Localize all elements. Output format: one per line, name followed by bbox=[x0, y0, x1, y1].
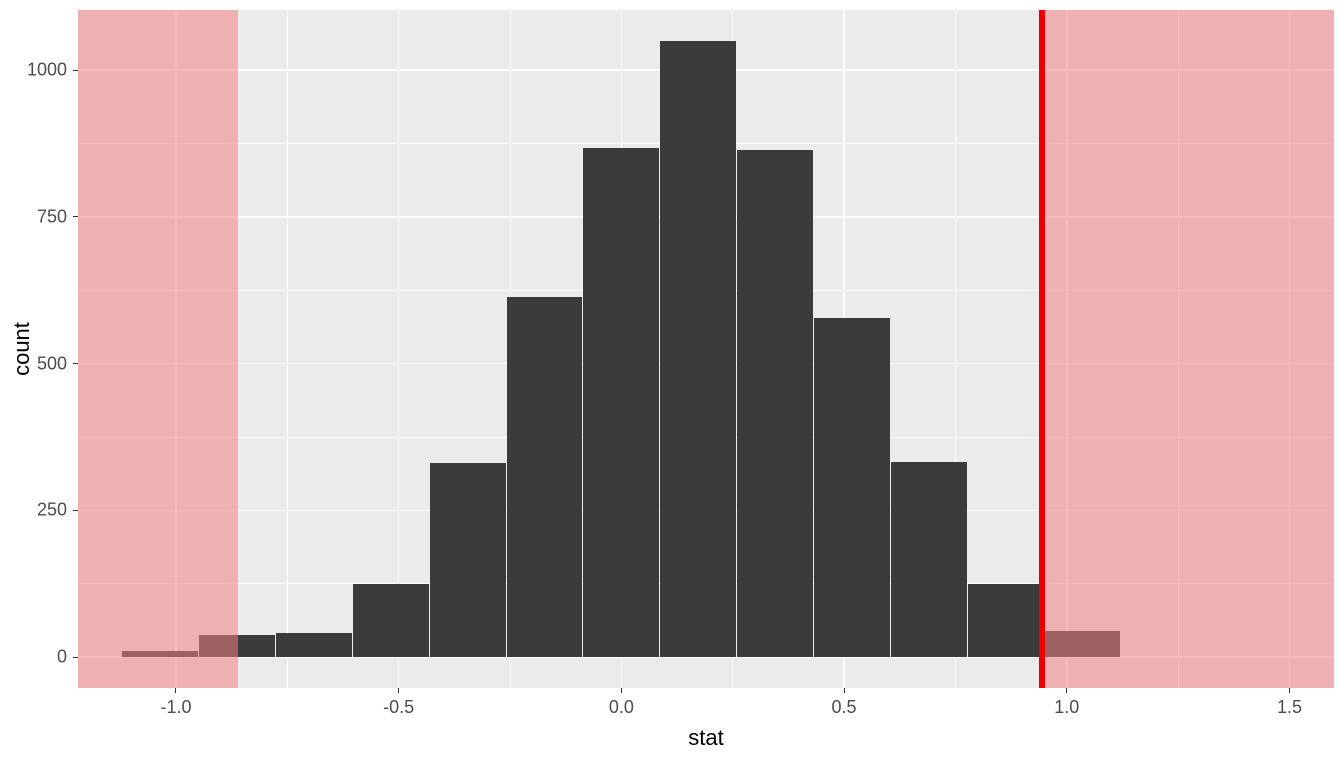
x-tick-label: -0.5 bbox=[383, 697, 414, 718]
x-tick-label: 1.5 bbox=[1277, 697, 1302, 718]
x-tick bbox=[398, 688, 399, 693]
x-tick bbox=[1289, 688, 1290, 693]
y-tick-label: 250 bbox=[37, 500, 67, 521]
histogram-figure: -1.0-0.50.00.51.01.502505007501000 stat … bbox=[0, 0, 1344, 768]
y-tick bbox=[73, 657, 78, 658]
y-tick-label: 1000 bbox=[27, 60, 67, 81]
y-tick-label: 500 bbox=[37, 353, 67, 374]
x-tick bbox=[1066, 688, 1067, 693]
y-axis-title: count bbox=[9, 322, 35, 376]
y-tick-label: 0 bbox=[57, 647, 67, 668]
x-axis-title: stat bbox=[688, 725, 723, 751]
x-tick bbox=[175, 688, 176, 693]
x-tick-label: 1.0 bbox=[1054, 697, 1079, 718]
y-tick bbox=[73, 70, 78, 71]
x-tick-label: 0.5 bbox=[832, 697, 857, 718]
y-tick bbox=[73, 363, 78, 364]
y-tick-label: 750 bbox=[37, 206, 67, 227]
x-tick bbox=[844, 688, 845, 693]
y-tick bbox=[73, 510, 78, 511]
x-tick-label: 0.0 bbox=[609, 697, 634, 718]
y-tick bbox=[73, 216, 78, 217]
x-tick bbox=[621, 688, 622, 693]
x-tick-label: -1.0 bbox=[160, 697, 191, 718]
axis-layer: -1.0 -0.5 0.0 0.5 1.0 1.5 0 250 500 750 1000 bbox=[0, 0, 1344, 768]
